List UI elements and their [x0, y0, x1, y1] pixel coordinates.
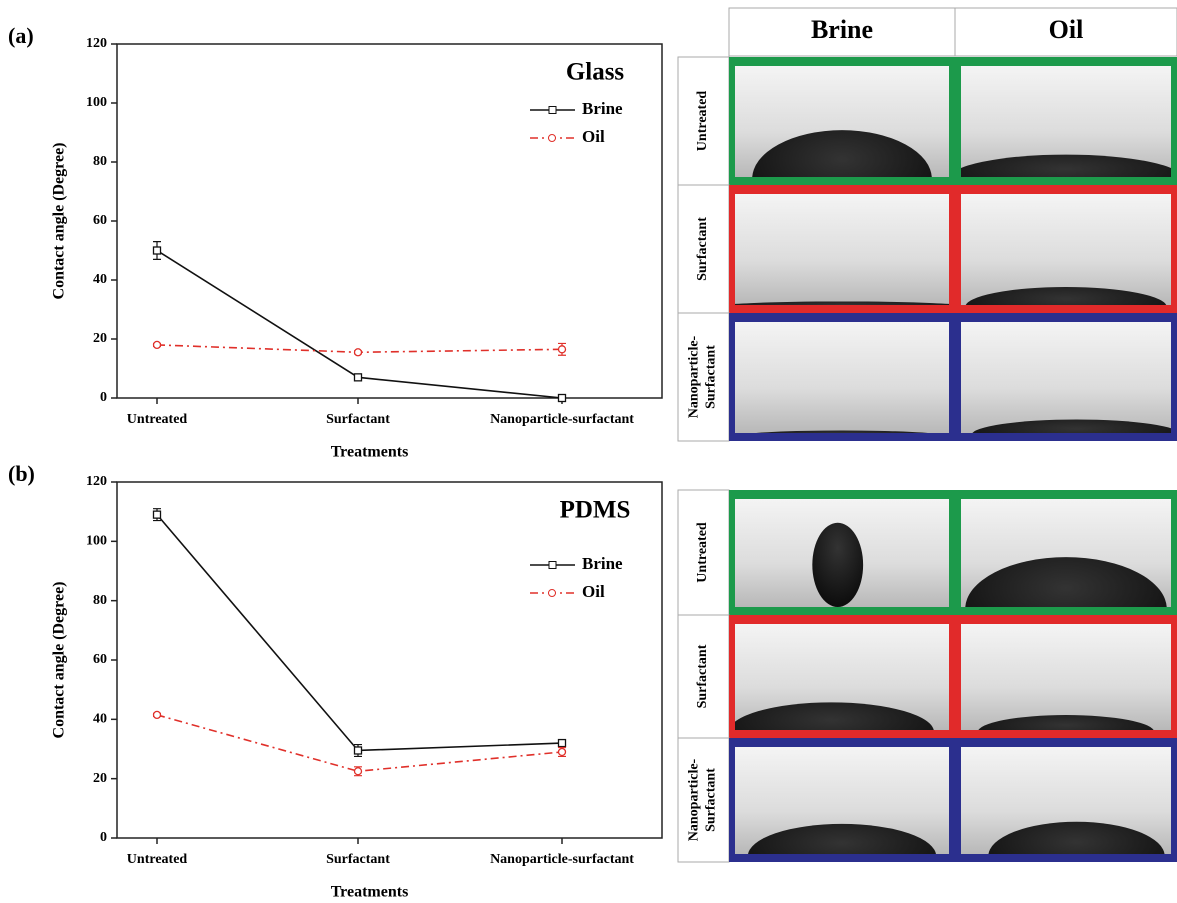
annotation: PDMS — [560, 497, 631, 524]
plot-frame — [117, 482, 662, 838]
y-tick-label: 60 — [93, 652, 107, 667]
droplet-image — [735, 499, 949, 607]
marker — [559, 395, 566, 402]
y-axis-label: Contact angle (Degree) — [51, 582, 68, 739]
marker — [154, 247, 161, 254]
legend-marker — [549, 107, 556, 114]
image-background — [735, 194, 949, 305]
legend-marker — [549, 135, 556, 142]
droplet-image — [961, 322, 1177, 451]
y-tick-label: 120 — [86, 474, 107, 489]
marker — [355, 349, 362, 356]
droplet — [812, 523, 863, 607]
column-header: Brine — [811, 15, 873, 44]
y-tick-label: 20 — [93, 771, 107, 786]
y-tick-label: 60 — [93, 213, 107, 228]
marker — [559, 346, 566, 353]
row-label: Untreated — [695, 522, 710, 583]
marker — [154, 711, 161, 718]
x-tick-label: Surfactant — [326, 852, 390, 867]
row-label: Surfactant — [704, 345, 719, 409]
row-label: Nanoparticle- — [687, 335, 702, 418]
y-tick-label: 40 — [93, 712, 107, 727]
x-tick-label: Untreated — [127, 852, 188, 867]
marker — [355, 768, 362, 775]
x-tick-label: Nanoparticle-surfactant — [490, 412, 634, 427]
y-tick-label: 0 — [100, 830, 107, 845]
x-tick-label: Untreated — [127, 412, 188, 427]
panel-label: (a) — [8, 23, 34, 48]
image-background — [735, 322, 949, 433]
legend-label: Oil — [582, 582, 605, 601]
series-line — [157, 515, 562, 751]
marker — [559, 748, 566, 755]
x-tick-label: Surfactant — [326, 412, 390, 427]
droplet-image — [714, 194, 971, 313]
y-tick-label: 120 — [86, 36, 107, 51]
marker — [559, 740, 566, 747]
marker — [154, 341, 161, 348]
x-tick-label: Nanoparticle-surfactant — [490, 852, 634, 867]
panel-label: (b) — [8, 461, 35, 486]
row-label: Nanoparticle- — [687, 758, 702, 841]
x-axis-label: Treatments — [331, 444, 409, 461]
legend-label: Brine — [582, 99, 623, 118]
legend-label: Oil — [582, 127, 605, 146]
series-line — [157, 715, 562, 771]
row-label: Surfactant — [695, 217, 710, 281]
legend-label: Brine — [582, 554, 623, 573]
row-label: Surfactant — [704, 768, 719, 832]
legend-marker — [549, 562, 556, 569]
grid-header — [729, 8, 1177, 56]
marker — [154, 511, 161, 518]
y-tick-label: 0 — [100, 390, 107, 405]
y-tick-label: 20 — [93, 331, 107, 346]
y-tick-label: 80 — [93, 154, 107, 169]
column-header: Oil — [1049, 15, 1084, 44]
y-tick-label: 80 — [93, 593, 107, 608]
droplet-image — [735, 322, 949, 439]
figure: (a) Glass Treatments Contact angle (Degree)… — [0, 0, 1177, 903]
droplet-image — [735, 747, 949, 888]
y-axis-label: Contact angle (Degree) — [51, 143, 68, 300]
row-label: Surfactant — [695, 644, 710, 708]
y-tick-label: 40 — [93, 272, 107, 287]
annotation: Glass — [566, 59, 625, 86]
droplet-image — [961, 747, 1171, 890]
y-tick-label: 100 — [86, 95, 107, 110]
row-label: Untreated — [695, 91, 710, 152]
legend-marker — [549, 590, 556, 597]
marker — [355, 747, 362, 754]
y-tick-label: 100 — [86, 534, 107, 549]
marker — [355, 374, 362, 381]
image-background — [961, 624, 1171, 730]
x-axis-label: Treatments — [331, 884, 409, 901]
plot-frame — [117, 44, 662, 398]
image-background — [961, 322, 1171, 433]
